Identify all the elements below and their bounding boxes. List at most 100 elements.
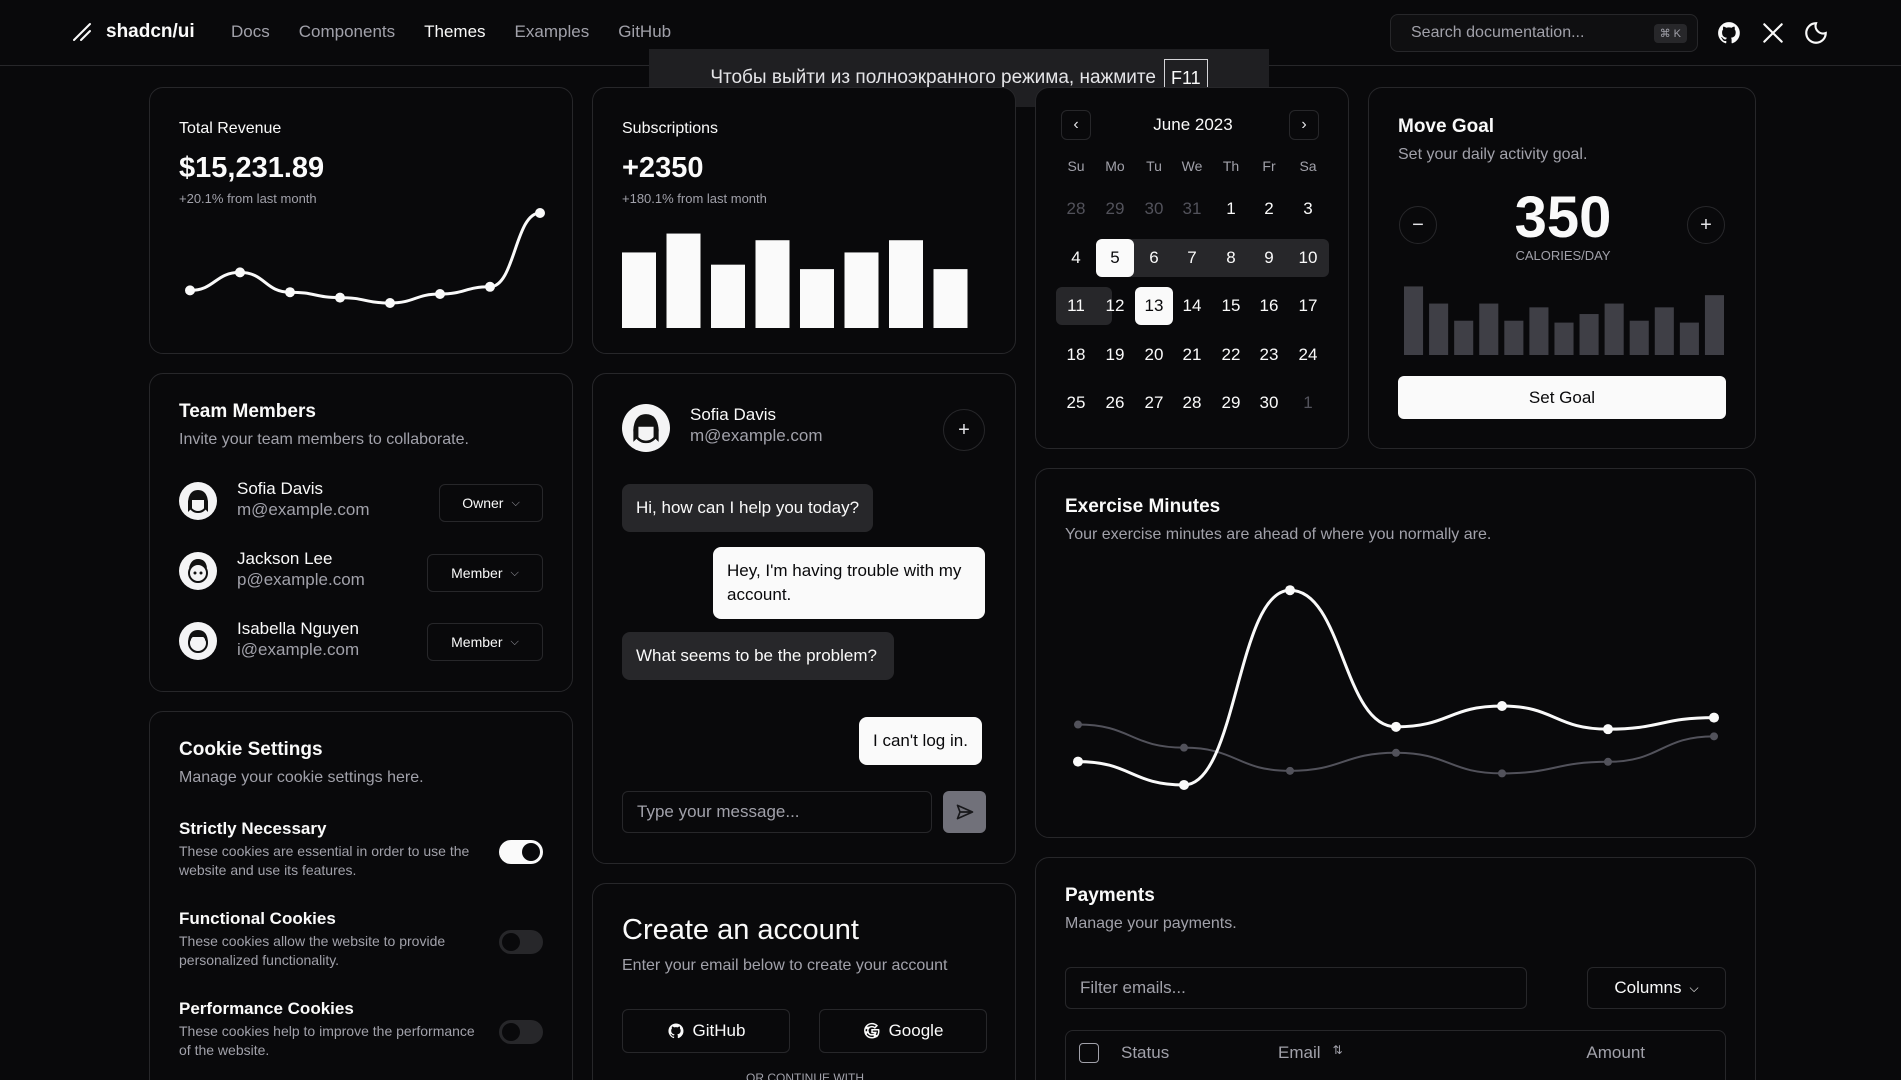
- calendar-day[interactable]: 20: [1144, 345, 1164, 364]
- nav-themes[interactable]: Themes: [424, 22, 486, 41]
- role-select[interactable]: Member ⌵: [427, 554, 543, 592]
- calendar-day[interactable]: 1: [1226, 199, 1236, 218]
- exercise-point: [1392, 748, 1400, 757]
- search-placeholder: Search documentation...: [1411, 24, 1585, 41]
- avatar-illustration: [188, 559, 208, 583]
- search-input[interactable]: Search documentation... ⌘ K: [1390, 14, 1698, 52]
- chevron-down-icon: ⌵: [511, 496, 520, 509]
- calendar-day[interactable]: 9: [1264, 248, 1274, 267]
- calendar-day[interactable]: 3: [1303, 199, 1313, 218]
- cookie-title: Cookie Settings: [179, 739, 323, 760]
- calendar-day[interactable]: 28: [1182, 393, 1202, 412]
- calendar-day[interactable]: 2: [1264, 199, 1274, 218]
- calendar-day[interactable]: 17: [1298, 296, 1318, 315]
- calendar-day[interactable]: 14: [1182, 296, 1202, 315]
- decrease-goal-button[interactable]: −: [1399, 206, 1437, 244]
- nav-examples[interactable]: Examples: [514, 22, 590, 41]
- filter-emails-input[interactable]: Filter emails...: [1065, 967, 1527, 1009]
- calendar-day[interactable]: 4: [1071, 248, 1081, 267]
- strictly-necessary-toggle[interactable]: [499, 840, 543, 864]
- performance-cookies-toggle[interactable]: [499, 1020, 543, 1044]
- weekday-label: We: [1181, 158, 1203, 174]
- weekday-label: Mo: [1105, 158, 1125, 174]
- revenue-point: [285, 287, 295, 298]
- selected-range-row2: [1056, 287, 1112, 325]
- send-button[interactable]: [943, 791, 986, 833]
- x-twitter-icon[interactable]: [1760, 20, 1786, 46]
- nav-components[interactable]: Components: [298, 22, 396, 41]
- calendar-day[interactable]: 29: [1105, 199, 1125, 218]
- calendar-day[interactable]: 5: [1096, 239, 1134, 277]
- revenue-point: [185, 285, 195, 296]
- nav-docs[interactable]: Docs: [231, 22, 270, 41]
- revenue-point: [435, 289, 445, 299]
- calendar-day[interactable]: 18: [1066, 345, 1086, 364]
- goal-bar: [1604, 303, 1624, 355]
- goal-title: Move Goal: [1398, 116, 1495, 137]
- role-select[interactable]: Member ⌵: [427, 623, 543, 661]
- calendar-day[interactable]: 6: [1149, 248, 1159, 267]
- columns-button[interactable]: Columns ⌵: [1587, 967, 1726, 1009]
- column-header-email[interactable]: Email ⇅: [1278, 1043, 1343, 1063]
- calendar-day[interactable]: 26: [1105, 393, 1125, 412]
- calendar-day[interactable]: 15: [1221, 296, 1241, 315]
- cookie-name: Strictly Necessary: [179, 819, 327, 838]
- column-header-amount: Amount: [1586, 1043, 1645, 1062]
- prev-month-button[interactable]: ‹: [1061, 110, 1091, 140]
- logo[interactable]: shadcn/ui: [70, 20, 195, 44]
- calendar-day[interactable]: 29: [1221, 393, 1241, 412]
- google-signup-button[interactable]: Google: [819, 1009, 987, 1053]
- total-revenue-card: Total Revenue $15,231.89 +20.1% from las…: [149, 87, 573, 354]
- create-account-card: Create an account Enter your email below…: [592, 883, 1016, 1080]
- select-all-checkbox[interactable]: [1079, 1043, 1099, 1063]
- functional-cookies-toggle[interactable]: [499, 930, 543, 954]
- account-desc: Enter your email below to create your ac…: [622, 957, 948, 974]
- calendar-day[interactable]: 11: [1067, 296, 1085, 315]
- github-icon: [667, 1023, 684, 1039]
- calendar-day[interactable]: 16: [1259, 296, 1279, 315]
- message-input[interactable]: Type your message...: [622, 791, 932, 833]
- calendar-day[interactable]: 30: [1144, 199, 1164, 218]
- calendar-day[interactable]: 19: [1105, 345, 1125, 364]
- exercise-point: [1180, 743, 1188, 752]
- exercise-point: [1710, 732, 1718, 741]
- calendar-day[interactable]: 24: [1298, 345, 1318, 364]
- member-email: i@example.com: [237, 640, 360, 659]
- github-signup-button[interactable]: GitHub: [622, 1009, 790, 1053]
- exercise-point: [1603, 724, 1613, 735]
- revenue-title: Total Revenue: [179, 120, 282, 137]
- new-message-button[interactable]: +: [943, 409, 985, 451]
- calendar-day[interactable]: 21: [1182, 345, 1202, 364]
- github-icon[interactable]: [1716, 20, 1742, 46]
- subscription-bar: [666, 233, 701, 328]
- calendar-day[interactable]: 7: [1187, 248, 1197, 267]
- nav-github[interactable]: GitHub: [618, 22, 672, 41]
- calendar-day[interactable]: 30: [1259, 393, 1279, 412]
- member-name: Isabella Nguyen: [237, 619, 359, 638]
- calendar-day[interactable]: 1: [1303, 393, 1313, 412]
- toggle-knob: [502, 933, 520, 951]
- subscriptions-bar-chart: [622, 233, 968, 328]
- calendar-day[interactable]: 31: [1182, 199, 1202, 218]
- calendar-day[interactable]: 27: [1144, 393, 1164, 412]
- calendar-day[interactable]: 10: [1298, 248, 1318, 267]
- calendar-day[interactable]: 25: [1066, 393, 1086, 412]
- message-placeholder: Type your message...: [637, 802, 800, 821]
- role-select[interactable]: Owner ⌵: [439, 484, 543, 522]
- subscription-bar: [844, 252, 879, 328]
- calendar-day[interactable]: 23: [1259, 345, 1279, 364]
- set-goal-button[interactable]: Set Goal: [1398, 376, 1726, 419]
- calendar-day[interactable]: 22: [1221, 345, 1241, 364]
- next-month-button[interactable]: ›: [1289, 110, 1319, 140]
- calendar-day[interactable]: 28: [1066, 199, 1086, 218]
- calendar-day[interactable]: 12: [1105, 296, 1125, 315]
- increase-goal-button[interactable]: +: [1687, 206, 1725, 244]
- calendar-day[interactable]: 8: [1226, 248, 1236, 267]
- toggle-knob: [522, 843, 540, 861]
- google-icon: [863, 1022, 880, 1039]
- calendar-day[interactable]: 13: [1135, 287, 1173, 325]
- theme-toggle-icon[interactable]: [1803, 20, 1829, 46]
- weekday-label: Su: [1067, 158, 1085, 174]
- avatar: [179, 622, 217, 660]
- subscription-bar: [889, 240, 923, 328]
